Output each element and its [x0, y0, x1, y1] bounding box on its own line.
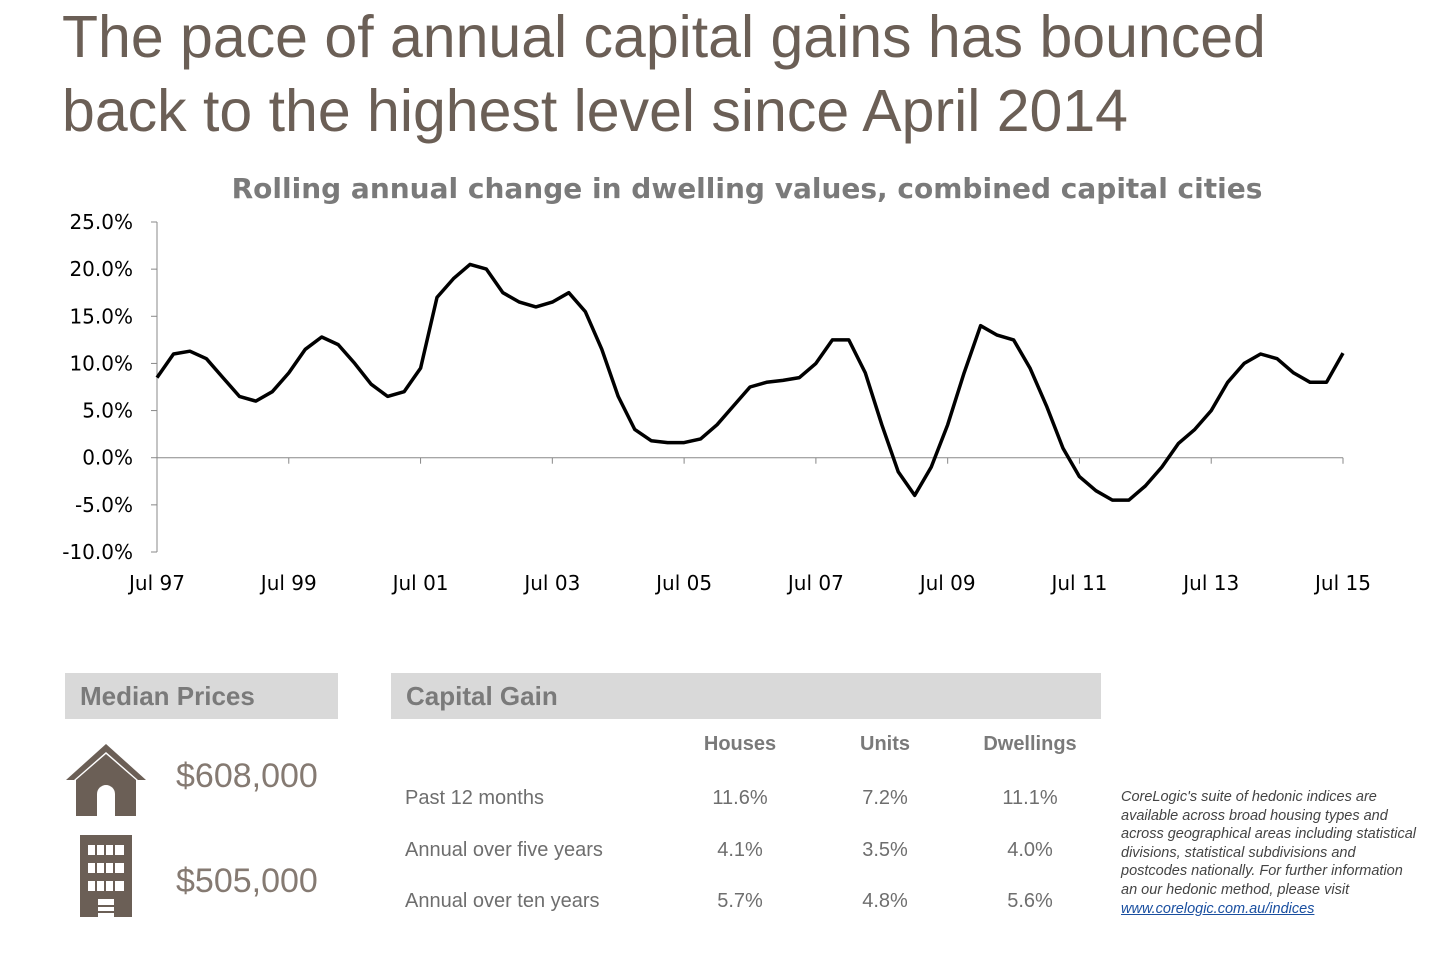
table-cell: 5.6% — [1007, 890, 1053, 912]
row-label: Annual over five years — [405, 838, 603, 861]
x-tick-label: Jul 15 — [1313, 571, 1371, 595]
x-tick-label: Jul 99 — [259, 571, 317, 595]
x-tick-label: Jul 13 — [1181, 571, 1239, 595]
column-header: Houses — [703, 733, 777, 755]
unit-price: $505,000 — [176, 862, 318, 900]
table-cell: 11.6% — [712, 787, 768, 809]
table-cell: 4.1% — [717, 838, 763, 861]
x-tick-label: Jul 07 — [786, 571, 844, 595]
x-tick-label: Jul 11 — [1049, 571, 1107, 595]
column-header: Units — [860, 733, 910, 755]
house-icon — [66, 744, 146, 816]
x-tick-label: Jul 09 — [918, 571, 976, 595]
y-tick-label: 5.0% — [82, 399, 133, 423]
x-tick-label: Jul 03 — [522, 571, 580, 595]
row-label: Annual over ten years — [405, 890, 600, 912]
y-tick-label: -5.0% — [75, 493, 133, 517]
table-cell: 4.8% — [862, 890, 908, 912]
median-prices-header: Median Prices — [65, 673, 338, 719]
table-cell: 3.5% — [862, 838, 908, 861]
y-tick-label: -10.0% — [62, 540, 133, 564]
footnote-text: CoreLogic's suite of hedonic indices are… — [1121, 789, 1416, 898]
column-header: Dwellings — [983, 733, 1077, 755]
table-cell: 7.2% — [862, 787, 908, 809]
y-tick-label: 10.0% — [69, 351, 133, 375]
row-label: Past 12 months — [405, 787, 544, 809]
capital-gain-header: Capital Gain — [391, 673, 1101, 719]
house-price: $608,000 — [176, 757, 318, 795]
slide-title: The pace of annual capital gains has bou… — [62, 4, 1266, 144]
x-tick-label: Jul 05 — [654, 571, 712, 595]
chart: Rolling annual change in dwelling values… — [62, 172, 1371, 595]
y-tick-label: 15.0% — [69, 304, 133, 328]
y-tick-label: 0.0% — [82, 446, 133, 470]
footnote-link[interactable]: www.corelogic.com.au/indices — [1121, 900, 1315, 917]
x-tick-label: Jul 01 — [391, 571, 449, 595]
table-cell: 5.7% — [717, 890, 763, 912]
table-cell: 4.0% — [1007, 838, 1053, 861]
table-cell: 11.1% — [1002, 787, 1058, 809]
footnote: CoreLogic's suite of hedonic indices are… — [1121, 788, 1421, 918]
x-tick-label: Jul 97 — [127, 571, 185, 595]
y-tick-label: 25.0% — [69, 210, 133, 234]
data-line — [155, 262, 1345, 502]
y-tick-label: 20.0% — [69, 257, 133, 281]
chart-title: Rolling annual change in dwelling values… — [232, 172, 1263, 205]
unit-icon — [80, 835, 132, 917]
